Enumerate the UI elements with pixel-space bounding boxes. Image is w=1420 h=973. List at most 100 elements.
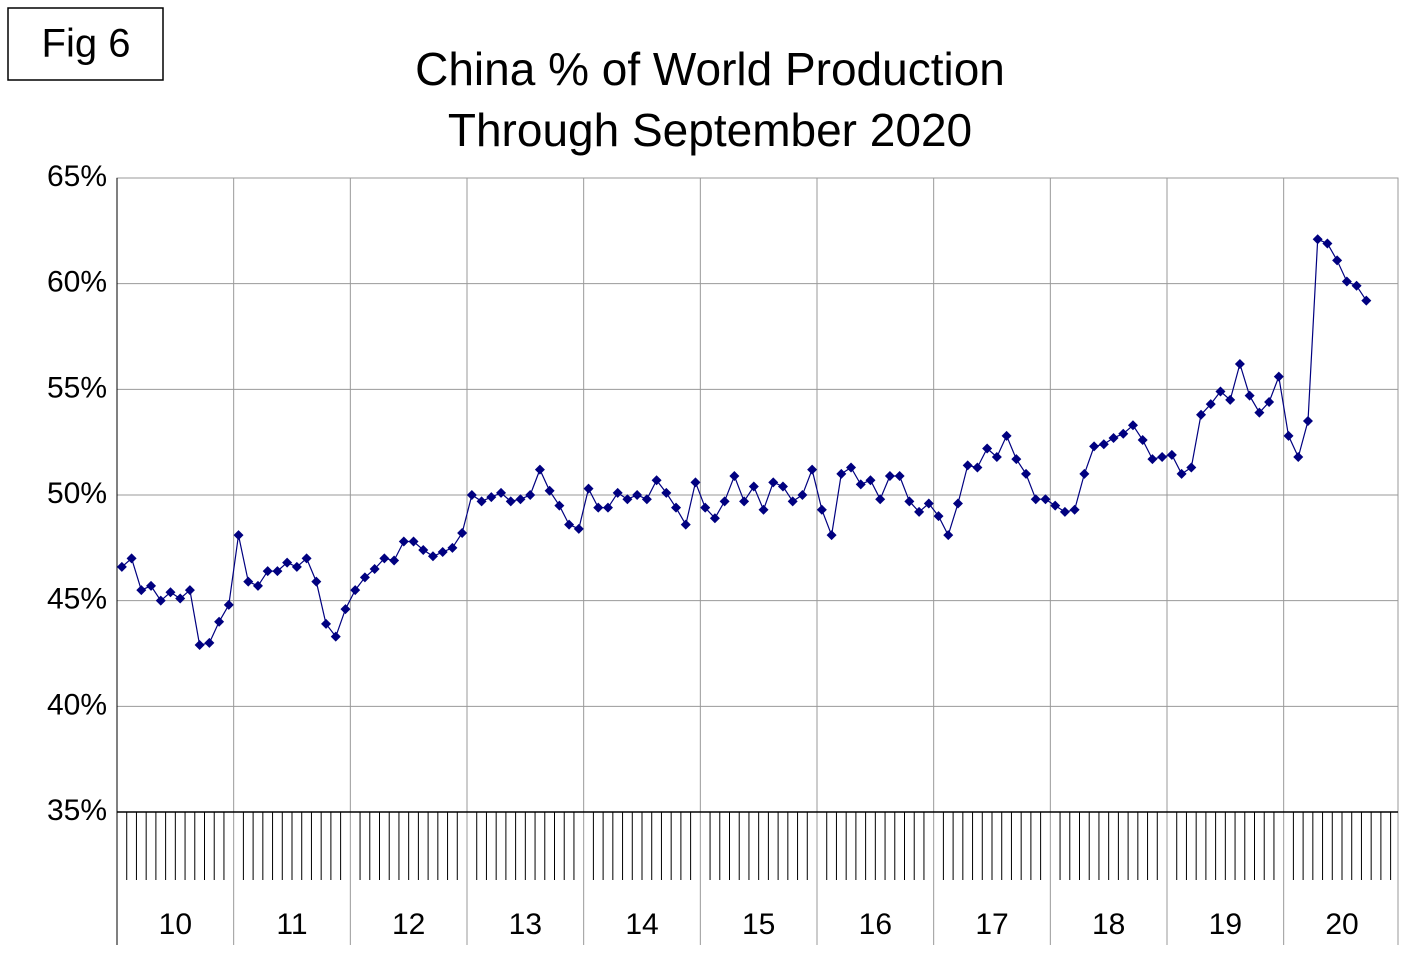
point-marker xyxy=(661,487,672,498)
point-marker xyxy=(496,487,507,498)
point-marker xyxy=(301,553,312,564)
point-marker xyxy=(1157,451,1168,462)
y-tick-label: 45% xyxy=(47,583,107,616)
point-marker xyxy=(515,494,526,505)
point-marker xyxy=(1166,449,1177,460)
point-marker xyxy=(739,496,750,507)
y-tick-label: 65% xyxy=(47,160,107,193)
point-marker xyxy=(1069,504,1080,515)
point-marker xyxy=(1264,397,1275,408)
point-marker xyxy=(573,523,584,534)
point-marker xyxy=(632,490,643,500)
point-marker xyxy=(243,576,254,587)
point-marker xyxy=(525,490,536,500)
point-marker xyxy=(476,496,487,507)
point-marker xyxy=(330,631,341,642)
x-tick-label: 20 xyxy=(1325,908,1358,941)
point-marker xyxy=(340,604,351,615)
point-marker xyxy=(914,506,925,517)
point-marker xyxy=(291,561,302,572)
point-marker xyxy=(846,462,857,473)
point-marker xyxy=(534,464,545,475)
point-marker xyxy=(875,494,886,505)
point-marker xyxy=(1089,441,1100,452)
point-marker xyxy=(1205,399,1216,410)
x-tick-label: 12 xyxy=(392,908,425,941)
point-marker xyxy=(1341,276,1352,287)
point-marker xyxy=(418,544,429,555)
point-marker xyxy=(777,481,788,492)
point-marker xyxy=(116,561,127,572)
point-marker xyxy=(1273,371,1284,382)
x-tick-label: 16 xyxy=(859,908,892,941)
point-marker xyxy=(233,530,244,541)
point-marker xyxy=(379,553,390,564)
y-tick-label: 60% xyxy=(47,266,107,299)
y-tick-label: 40% xyxy=(47,688,107,721)
point-marker xyxy=(1244,390,1255,401)
point-marker xyxy=(175,593,186,604)
point-marker xyxy=(544,485,555,496)
point-marker xyxy=(1021,468,1032,479)
point-marker xyxy=(894,470,905,481)
point-marker xyxy=(1302,416,1313,427)
point-marker xyxy=(1137,435,1148,446)
x-tick-label: 11 xyxy=(276,908,307,941)
point-marker xyxy=(826,530,837,541)
point-marker xyxy=(136,585,147,596)
point-marker xyxy=(204,637,215,648)
x-tick-label: 17 xyxy=(975,908,1008,941)
point-marker xyxy=(904,496,915,507)
point-marker xyxy=(602,502,613,513)
series-line xyxy=(121,238,1367,646)
point-marker xyxy=(321,618,332,629)
point-marker xyxy=(933,511,944,522)
point-marker xyxy=(855,479,866,490)
point-marker xyxy=(272,566,283,577)
point-marker xyxy=(1351,280,1362,291)
point-marker xyxy=(1059,506,1070,517)
chart-subtitle: Through September 2020 xyxy=(448,104,972,156)
point-marker xyxy=(593,502,604,513)
point-marker xyxy=(1030,494,1041,505)
point-marker xyxy=(709,513,720,524)
point-marker xyxy=(700,502,711,513)
point-marker xyxy=(398,536,409,547)
point-marker xyxy=(311,576,322,587)
point-marker xyxy=(1225,394,1236,405)
point-marker xyxy=(972,462,983,473)
point-marker xyxy=(923,498,934,509)
point-marker xyxy=(884,470,895,481)
point-marker xyxy=(1254,407,1265,418)
point-marker xyxy=(865,475,876,486)
point-marker xyxy=(1312,234,1323,245)
point-marker xyxy=(622,494,633,505)
x-tick-label: 15 xyxy=(742,908,775,941)
point-marker xyxy=(1098,439,1109,450)
point-marker xyxy=(408,536,419,547)
point-marker xyxy=(680,519,691,530)
point-marker xyxy=(1118,428,1129,439)
annotation: Fig 6 xyxy=(42,22,131,66)
point-marker xyxy=(1196,409,1207,420)
point-marker xyxy=(350,585,361,596)
point-marker xyxy=(1040,494,1051,505)
point-marker xyxy=(787,496,798,507)
point-marker xyxy=(554,500,565,511)
point-marker xyxy=(437,547,448,558)
chart-title: China % of World Production xyxy=(415,43,1005,95)
x-tick-label: 10 xyxy=(159,908,192,941)
point-marker xyxy=(223,599,234,610)
point-marker xyxy=(389,555,400,566)
point-marker xyxy=(768,477,779,488)
point-marker xyxy=(1176,468,1187,479)
point-marker xyxy=(184,585,195,596)
y-tick-label: 35% xyxy=(47,794,107,827)
point-marker xyxy=(359,572,370,583)
point-marker xyxy=(194,640,205,651)
point-marker xyxy=(282,557,293,568)
point-marker xyxy=(651,475,662,486)
point-marker xyxy=(262,566,273,577)
point-marker xyxy=(748,481,759,492)
